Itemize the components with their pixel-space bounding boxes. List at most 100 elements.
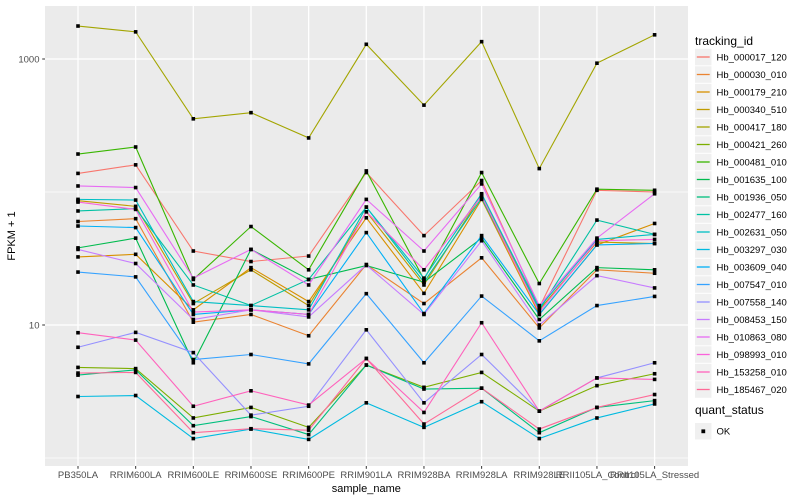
data-point (76, 373, 80, 377)
data-point (249, 312, 253, 317)
data-point (652, 241, 657, 246)
legend-item-label: Hb_002631_050 (717, 227, 787, 238)
data-point (537, 339, 542, 343)
data-point (479, 182, 484, 186)
data-point (652, 371, 657, 376)
data-point (76, 365, 80, 370)
data-point (191, 249, 196, 253)
data-point (595, 218, 599, 222)
x-tick-label: RRII105LA_Stressed (610, 470, 699, 481)
legend-item-label: Hb_000417_180 (717, 122, 787, 133)
data-point (306, 299, 311, 304)
legend-item-label: Hb_000421_260 (717, 140, 787, 151)
data-point (479, 256, 484, 260)
data-point (76, 224, 80, 228)
x-tick-label: RRIM901LA (340, 470, 392, 481)
data-point (595, 243, 599, 247)
data-point (537, 166, 542, 171)
data-point (422, 249, 426, 253)
data-point (479, 39, 484, 44)
data-point (422, 360, 426, 365)
data-point (133, 145, 138, 149)
data-point (76, 394, 80, 399)
data-point (364, 42, 369, 47)
data-point (133, 163, 138, 167)
quant-ok-point (701, 429, 706, 434)
data-point (306, 437, 311, 442)
legend-item-label: Hb_010863_080 (717, 332, 787, 343)
data-point (364, 263, 369, 267)
data-point (133, 252, 138, 257)
data-point (76, 184, 80, 188)
data-point (191, 423, 196, 428)
legend-item-label: Hb_002477_160 (717, 210, 787, 221)
x-tick-label: PB350LA (58, 470, 99, 481)
data-point (595, 268, 599, 272)
data-point (306, 277, 311, 282)
data-point (76, 219, 80, 224)
data-point (595, 303, 599, 308)
data-point (595, 405, 599, 410)
data-point (364, 363, 369, 367)
data-point (364, 209, 369, 214)
data-point (306, 136, 311, 140)
data-point (133, 393, 138, 398)
data-point (479, 399, 484, 404)
data-point (76, 330, 80, 335)
data-point (306, 428, 311, 432)
legend-item-label: Hb_185467_020 (717, 385, 787, 396)
data-point (422, 268, 426, 272)
x-tick-label: RRIM928LE (513, 470, 565, 481)
data-point (652, 268, 657, 272)
y-tick-label: 10 (29, 320, 40, 331)
data-point (364, 356, 369, 361)
data-point (652, 377, 657, 382)
data-point (249, 259, 253, 264)
data-point (422, 425, 426, 430)
data-point (364, 169, 369, 173)
data-point (191, 117, 196, 121)
data-point (76, 371, 80, 375)
x-tick-label: RRIM928BA (398, 470, 451, 481)
data-point (537, 323, 542, 327)
data-point (133, 198, 138, 202)
data-point (76, 197, 80, 202)
data-point (306, 432, 311, 437)
data-point (537, 436, 542, 441)
data-point (364, 215, 369, 220)
data-point (479, 194, 484, 198)
data-point (422, 422, 426, 426)
data-point (133, 370, 138, 375)
data-point (133, 204, 138, 209)
data-point (537, 281, 542, 286)
data-point (364, 205, 369, 209)
data-point (191, 312, 196, 317)
data-point (422, 312, 426, 317)
data-point (133, 368, 138, 372)
data-point (422, 283, 426, 287)
data-point (479, 196, 484, 200)
data-point (595, 265, 599, 270)
data-point (364, 291, 369, 296)
data-point (191, 308, 196, 312)
y-tick-label: 1000 (18, 54, 39, 65)
data-point (76, 247, 80, 252)
data-point (306, 303, 311, 308)
data-point (306, 333, 311, 338)
data-point (133, 236, 138, 240)
data-point (249, 308, 253, 312)
data-point (76, 171, 80, 176)
data-point (652, 191, 657, 196)
data-point (595, 61, 599, 65)
data-point (306, 315, 311, 319)
data-point (422, 276, 426, 280)
data-point (422, 410, 426, 415)
data-point (191, 320, 196, 324)
data-point (479, 294, 484, 298)
legend-item-label: Hb_008453_150 (717, 315, 787, 326)
data-point (76, 255, 80, 259)
data-point (537, 427, 542, 431)
legend-item-label: Hb_000340_510 (717, 105, 787, 116)
data-point (479, 320, 484, 325)
